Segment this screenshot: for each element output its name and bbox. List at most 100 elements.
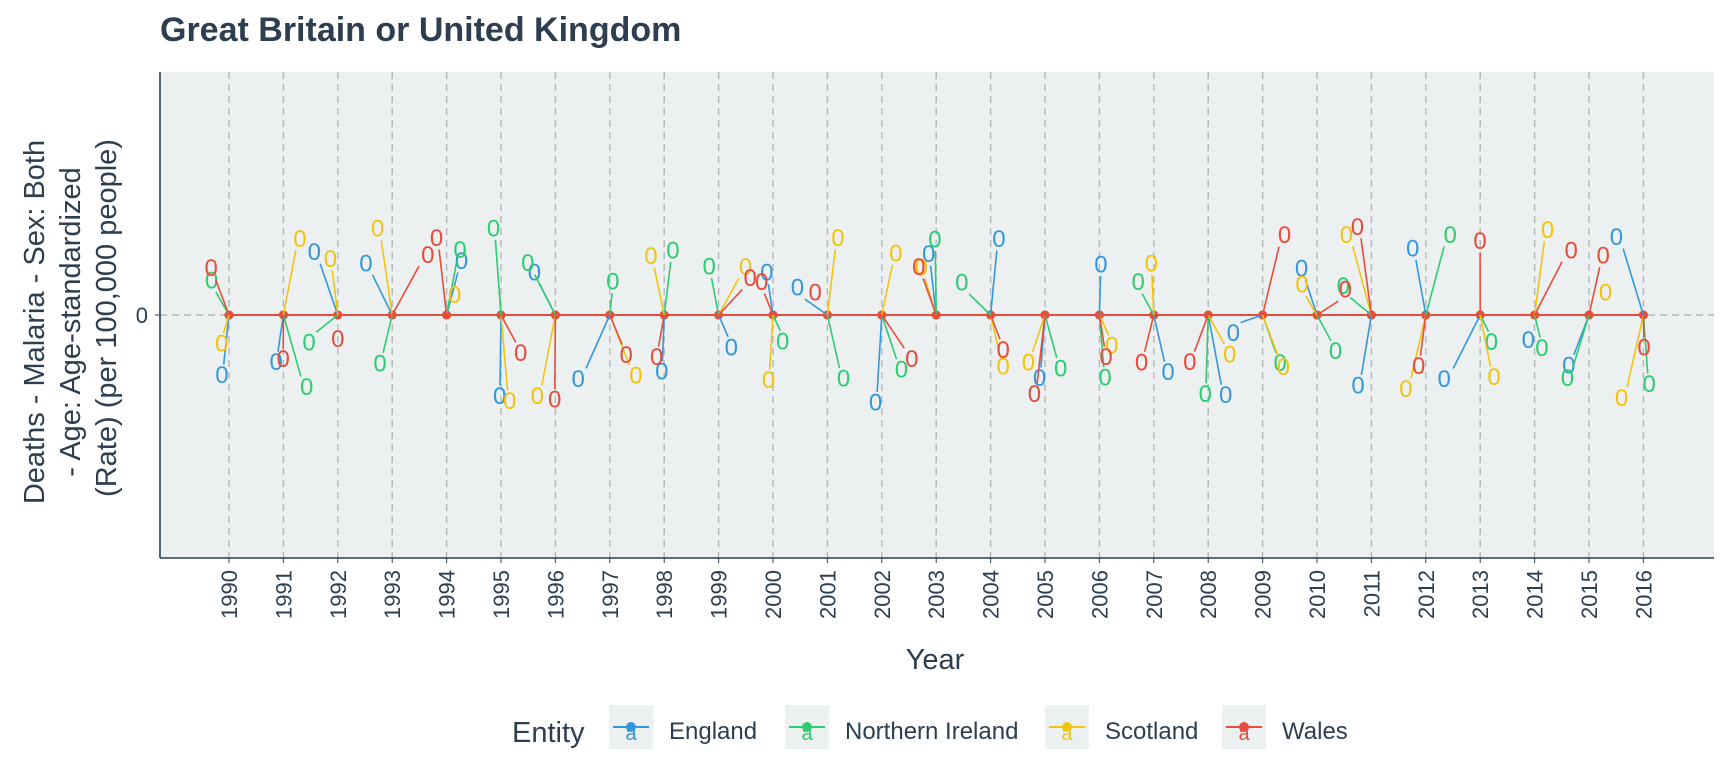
data-label: 0 — [1637, 335, 1650, 362]
label-leader-line — [500, 314, 509, 391]
data-label: 0 — [837, 366, 850, 393]
x-tick-label: 1992 — [326, 570, 351, 619]
legend-key-point — [802, 722, 812, 732]
label-leader-line — [282, 250, 297, 316]
data-label: 0 — [1227, 320, 1240, 347]
data-label: 0 — [215, 362, 228, 389]
data-label: 0 — [1337, 273, 1350, 300]
data-label: 0 — [743, 265, 756, 292]
data-label: 0 — [1541, 217, 1554, 244]
data-label: 0 — [1098, 364, 1111, 391]
x-tick-label: 2008 — [1196, 570, 1221, 619]
label-leader-line — [1622, 248, 1645, 316]
data-label: 0 — [1199, 381, 1212, 408]
data-label: 0 — [215, 331, 228, 358]
label-leader-line — [1410, 314, 1427, 379]
data-label: 0 — [1487, 364, 1500, 391]
x-tick-label: 2009 — [1251, 570, 1276, 619]
data-label: 0 — [895, 357, 908, 384]
label-leader-line — [653, 267, 665, 316]
data-label: 0 — [889, 241, 902, 268]
data-label: 0 — [1562, 352, 1575, 379]
data-label: 0 — [1642, 371, 1655, 398]
legend: Entity a England a Northern Ireland a Scotlan… — [512, 705, 1348, 749]
data-label: 0 — [997, 337, 1010, 364]
x-tick-label: 2011 — [1359, 570, 1384, 617]
label-leader-line — [1588, 267, 1601, 316]
label-leader-line — [382, 314, 393, 354]
data-label: 0 — [1444, 222, 1457, 249]
data-label: 0 — [808, 279, 821, 306]
label-leader-line — [929, 265, 937, 316]
x-tick-label: 2007 — [1142, 570, 1167, 619]
legend-label: Northern Ireland — [845, 718, 1018, 745]
legend-key-glyph: a — [1061, 723, 1073, 745]
data-label: 0 — [1295, 255, 1308, 282]
data-label: 0 — [1599, 279, 1612, 306]
data-label: 0 — [1485, 329, 1498, 356]
label-leader-line — [1305, 295, 1318, 316]
label-leader-line — [1036, 314, 1046, 384]
data-label: 0 — [1329, 338, 1342, 365]
label-leader-line — [881, 314, 905, 349]
legend-key-glyph: a — [625, 723, 637, 745]
label-leader-line — [710, 277, 720, 316]
data-label: 0 — [1094, 252, 1107, 279]
data-label: 0 — [293, 226, 306, 253]
label-leader-line — [1205, 314, 1209, 384]
data-label: 0 — [531, 383, 544, 410]
data-label: 0 — [514, 340, 527, 367]
data-label: 0 — [1295, 272, 1308, 299]
x-tick-label: 2001 — [815, 570, 840, 619]
data-label: 0 — [1161, 359, 1174, 386]
data-label: 0 — [831, 225, 844, 252]
data-label: 0 — [1340, 222, 1353, 249]
data-label: 0 — [204, 255, 217, 282]
x-tick-label: 2014 — [1523, 570, 1548, 619]
data-label: 0 — [1054, 355, 1067, 382]
label-leader-line — [438, 249, 448, 316]
data-label: 0 — [430, 225, 443, 252]
data-label: 0 — [205, 268, 218, 295]
data-label: 0 — [997, 353, 1010, 380]
label-leader-line — [1360, 314, 1373, 375]
data-label: 0 — [571, 366, 584, 393]
x-tick-label: 1995 — [489, 570, 514, 619]
label-leader-line — [989, 250, 998, 316]
x-tick-label: 2002 — [870, 570, 895, 619]
data-label: 0 — [1028, 381, 1041, 408]
data-label: 0 — [308, 239, 321, 266]
label-leader-line — [277, 314, 285, 352]
label-leader-line — [554, 314, 557, 389]
data-label: 0 — [629, 363, 642, 390]
label-leader-line — [315, 314, 339, 333]
label-leader-line — [371, 274, 393, 316]
x-tick-label: 2004 — [979, 570, 1004, 619]
legend-key-point — [626, 722, 636, 732]
data-label: 0 — [1406, 235, 1419, 262]
label-leader-line — [934, 250, 937, 316]
data-label: 0 — [776, 328, 789, 355]
x-tick-label: 2013 — [1468, 570, 1493, 619]
chart-title: Great Britain or United Kingdom — [160, 11, 681, 49]
label-leader-line — [1533, 261, 1563, 316]
label-leader-line — [214, 279, 230, 316]
label-leader-line — [989, 314, 1001, 356]
data-label: 0 — [1597, 243, 1610, 270]
label-leader-line — [768, 314, 774, 370]
y-tick-label: 0 — [136, 303, 148, 328]
label-leader-line — [1452, 314, 1481, 369]
label-leader-line — [1031, 314, 1046, 353]
legend-key-point — [1239, 722, 1249, 732]
data-label: 0 — [276, 346, 289, 373]
data-label: 0 — [762, 367, 775, 394]
label-leader-line — [1304, 279, 1318, 316]
data-labels: 0 0 0 0 0 0 0 0 0 0 0 0 0 0 0 0 0 0 0 0 0 0 0 0 0 0 0 0 0 0 0 0 0 0 0 0 0 0 0 0… — [204, 214, 1655, 417]
data-label: 0 — [1145, 250, 1158, 277]
data-label: 0 — [791, 275, 804, 302]
data-label: 0 — [739, 254, 752, 281]
data-label: 0 — [1412, 353, 1425, 380]
label-leader-line — [1151, 274, 1155, 316]
label-leader-line — [1479, 314, 1492, 367]
data-label: 0 — [702, 254, 715, 281]
